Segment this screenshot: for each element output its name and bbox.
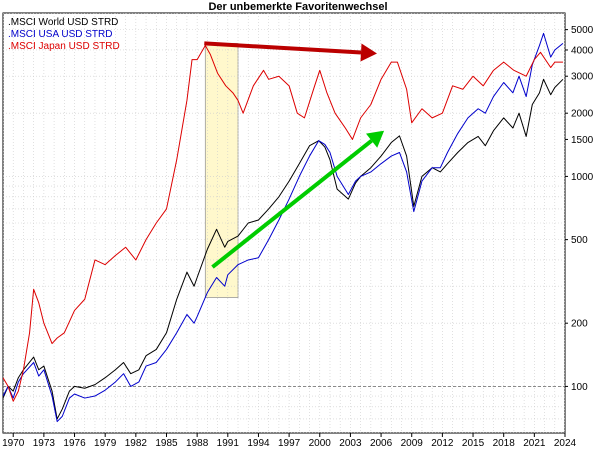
annotation-arrow-head-0 xyxy=(360,43,377,62)
annotation-arrow-shaft-0 xyxy=(204,41,362,55)
y-tick-label: 200 xyxy=(571,319,588,330)
series-line-1 xyxy=(3,32,564,423)
y-tick-label: 1000 xyxy=(571,172,594,183)
x-tick-label: 2015 xyxy=(462,438,485,449)
y-tick-label: 4000 xyxy=(571,45,594,56)
y-tick-label: 1500 xyxy=(571,135,594,146)
x-tick-label: 2021 xyxy=(523,438,546,449)
series-layer xyxy=(3,32,564,423)
series-line-2 xyxy=(3,45,563,402)
legend: .MSCI World USD STRD.MSCI USA USD STRD.M… xyxy=(8,17,120,52)
annotation-arrow-shaft-1 xyxy=(211,139,373,269)
y-axis-ticks: 100 200 500 1000 1500 2000 3000 4000 5000 xyxy=(565,25,594,393)
highlight-box xyxy=(204,42,239,298)
x-tick-label: 2012 xyxy=(431,438,454,449)
x-tick-label: 2018 xyxy=(493,438,516,449)
x-tick-label: 1988 xyxy=(186,438,209,449)
x-tick-label: 1979 xyxy=(94,438,117,449)
legend-entry-0: .MSCI World USD STRD xyxy=(8,17,118,28)
x-tick-label: 2003 xyxy=(339,438,362,449)
x-tick-label: 1970 xyxy=(2,438,25,449)
y-tick-label: 3000 xyxy=(571,72,594,83)
x-tick-label: 2024 xyxy=(554,438,577,449)
legend-entry-1: .MSCI USA USD STRD xyxy=(8,29,112,40)
x-axis-ticks: 1970 1973 1976 1979 1982 1985 1988 1991 1994 1997… xyxy=(2,433,577,449)
annotation-arrow-head-1 xyxy=(366,130,385,148)
highlight-layer xyxy=(204,42,239,298)
x-tick-label: 2006 xyxy=(370,438,393,449)
y-tick-label: 500 xyxy=(571,235,588,246)
y-tick-label: 2000 xyxy=(571,109,594,120)
x-tick-label: 1985 xyxy=(155,438,178,449)
legend-entry-2: .MSCI Japan USD STRD xyxy=(8,41,120,52)
x-tick-label: 1982 xyxy=(125,438,148,449)
x-tick-label: 2009 xyxy=(401,438,424,449)
x-tick-label: 1991 xyxy=(217,438,240,449)
x-tick-label: 1997 xyxy=(278,438,301,449)
annotation-layer xyxy=(204,41,385,269)
y-tick-label: 100 xyxy=(571,382,588,393)
x-tick-label: 2000 xyxy=(309,438,332,449)
y-tick-label: 5000 xyxy=(571,25,594,36)
x-tick-label: 1976 xyxy=(63,438,86,449)
chart-title: Der unbemerkte Favoritenwechsel xyxy=(208,1,387,13)
series-line-0 xyxy=(3,78,564,420)
x-tick-label: 1973 xyxy=(33,438,56,449)
x-tick-label: 1994 xyxy=(247,438,270,449)
